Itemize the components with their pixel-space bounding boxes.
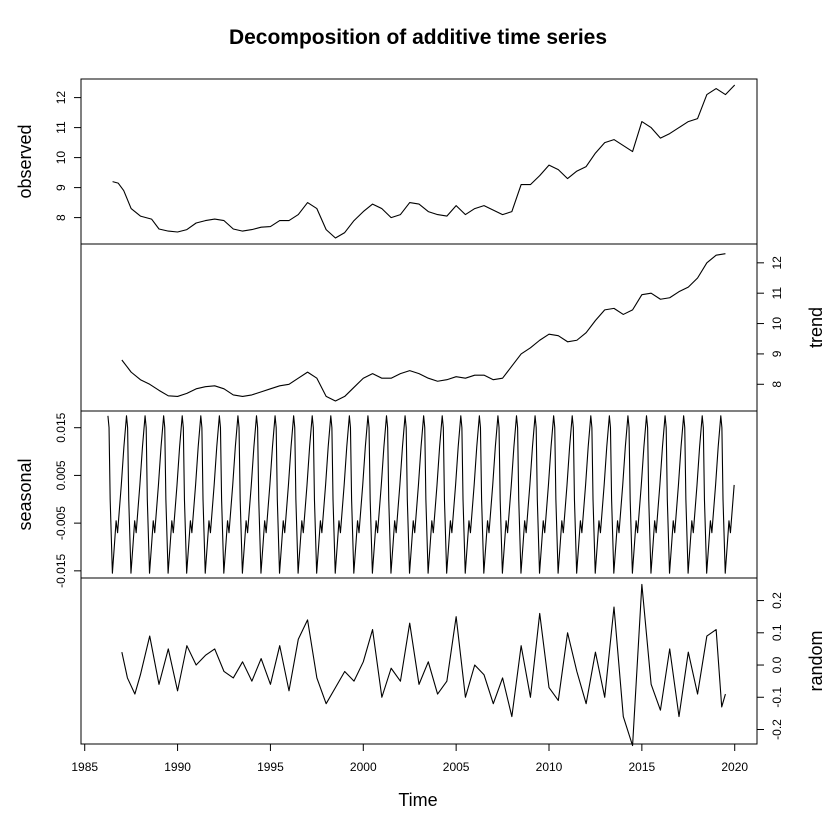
y-tick-label-observed: 9 xyxy=(54,184,68,191)
x-tick-label: 2000 xyxy=(350,760,377,774)
x-tick-label: 2020 xyxy=(721,760,748,774)
y-tick-label-trend: 12 xyxy=(770,256,784,270)
panel-frame-observed xyxy=(80,78,758,245)
y-tick-label-random: -0.2 xyxy=(770,719,784,740)
y-tick-label-trend: 11 xyxy=(770,287,784,300)
y-tick-label-seasonal: -0.005 xyxy=(54,506,68,540)
y-tick-label-seasonal: 0.015 xyxy=(54,412,68,442)
y-tick-label-observed: 10 xyxy=(54,151,68,165)
panel-trend: 8 9 10 11 12 trend xyxy=(80,243,826,412)
series-line-trend xyxy=(121,253,726,402)
y-tick-label-random: -0.1 xyxy=(770,687,784,708)
series-line-observed xyxy=(112,84,736,239)
y-tick-label-observed: 8 xyxy=(54,214,68,221)
y-tick-label-observed: 12 xyxy=(54,91,68,105)
x-tick-label: 2015 xyxy=(629,760,656,774)
y-tick-label-observed: 11 xyxy=(54,121,68,134)
panel-observed: 8 9 10 11 12 observed xyxy=(15,78,758,245)
y-tick-label-random: 0.0 xyxy=(770,656,784,673)
panel-random: -0.2 -0.1 0.0 0.1 0.2 random xyxy=(80,577,826,747)
panel-label-trend: trend xyxy=(806,307,826,348)
x-axis-title: Time xyxy=(398,790,437,810)
y-tick-label-trend: 8 xyxy=(770,381,784,388)
y-tick-label-seasonal: -0.015 xyxy=(54,554,68,588)
series-line-seasonal xyxy=(107,415,735,574)
chart-title: Decomposition of additive time series xyxy=(229,26,607,49)
panel-frame-trend xyxy=(80,243,758,412)
y-tick-label-random: 0.2 xyxy=(770,592,784,609)
x-tick-label: 1990 xyxy=(164,760,191,774)
panel-frame-random xyxy=(80,577,758,745)
x-tick-label: 2005 xyxy=(443,760,470,774)
y-tick-label-trend: 10 xyxy=(770,317,784,331)
y-tick-label-trend: 9 xyxy=(770,350,784,357)
panel-frame-seasonal xyxy=(80,410,758,579)
x-axis: 1985 1990 1995 2000 2005 2010 2015 2020 xyxy=(71,743,748,774)
series-line-random xyxy=(121,583,726,747)
panel-seasonal: -0.015 -0.005 0.005 0.015 seasonal xyxy=(15,410,758,588)
x-tick-label: 1995 xyxy=(257,760,284,774)
y-tick-label-random: 0.1 xyxy=(770,624,784,641)
panel-label-random: random xyxy=(806,630,826,691)
panels-group: 8 9 10 11 12 observed 8 9 10 11 12 trend -0.015 -0.00… xyxy=(15,78,826,747)
panel-label-seasonal: seasonal xyxy=(15,458,35,530)
x-tick-label: 1985 xyxy=(71,760,98,774)
y-tick-label-seasonal: 0.005 xyxy=(54,460,68,490)
x-tick-label: 2010 xyxy=(536,760,563,774)
panel-label-observed: observed xyxy=(15,124,35,198)
